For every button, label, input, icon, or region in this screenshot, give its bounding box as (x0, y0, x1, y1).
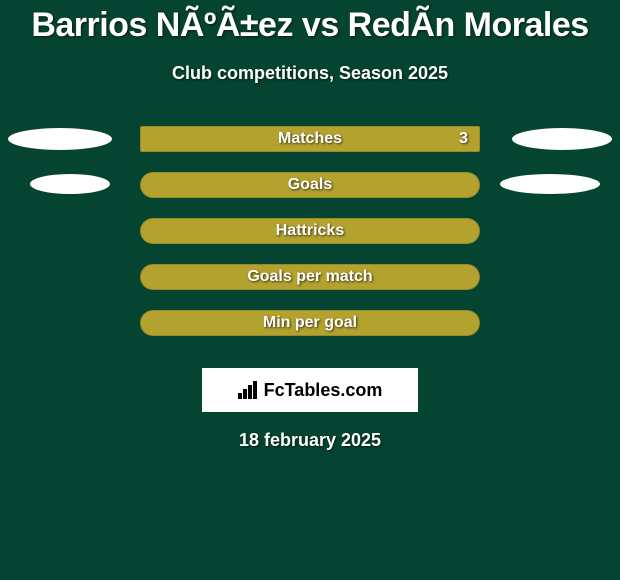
stat-row: Goals (0, 172, 620, 218)
stat-row: Min per goal (0, 310, 620, 356)
stat-row: Goals per match (0, 264, 620, 310)
stat-bar (140, 126, 480, 152)
stat-bar (140, 218, 480, 244)
logo-box: FcTables.com (202, 368, 418, 412)
left-player-marker (8, 128, 112, 150)
logo: FcTables.com (238, 380, 383, 401)
page-title: Barrios NÃºÃ±ez vs RedÃ­n Morales (0, 0, 620, 45)
footer-date: 18 february 2025 (0, 430, 620, 451)
comparison-rows: Matches3GoalsHattricksGoals per matchMin… (0, 126, 620, 356)
stat-bar (140, 310, 480, 336)
stat-value-right: 3 (459, 126, 468, 152)
bar-chart-icon (238, 381, 260, 399)
page-subtitle: Club competitions, Season 2025 (0, 63, 620, 84)
stat-bar (140, 172, 480, 198)
right-player-marker (500, 174, 600, 194)
stat-bar (140, 264, 480, 290)
left-player-marker (30, 174, 110, 194)
stat-row: Hattricks (0, 218, 620, 264)
right-player-marker (512, 128, 612, 150)
stat-row: Matches3 (0, 126, 620, 172)
logo-text: FcTables.com (264, 380, 383, 401)
